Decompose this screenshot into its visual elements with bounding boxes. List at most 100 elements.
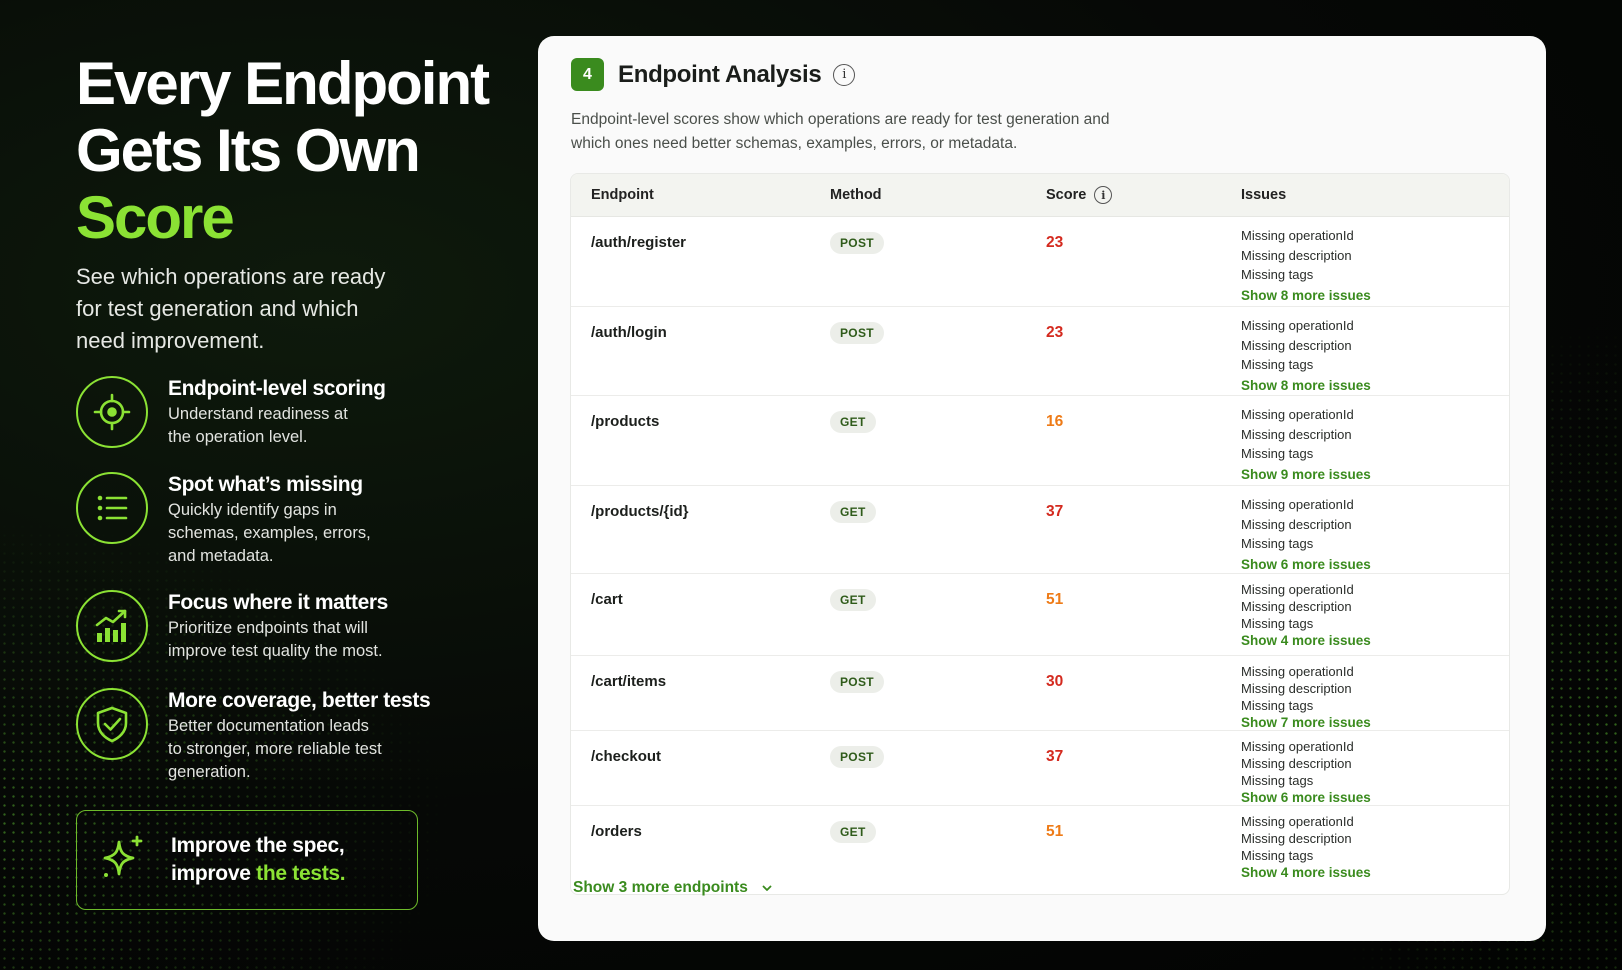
issue-item: Missing description xyxy=(1241,337,1352,353)
issue-item: Missing operationId xyxy=(1241,582,1354,597)
show-more-issues-link[interactable]: Show 4 more issues xyxy=(1241,633,1371,648)
feature-desc: Understand readiness at the operation le… xyxy=(168,405,348,446)
shield-check-icon xyxy=(76,688,148,760)
issues-list: Missing operationId Missing description Mi… xyxy=(1241,405,1371,485)
card-header: 4 Endpoint Analysis i xyxy=(571,58,856,91)
table-row[interactable]: /products/{id} GET 37 Missing operationId Mi… xyxy=(571,486,1509,574)
feature-desc: Better documentation leads to stronger, … xyxy=(168,717,382,781)
feature-title: Spot what’s missing xyxy=(168,473,363,496)
step-badge: 4 xyxy=(571,58,604,91)
endpoint-score: 37 xyxy=(1046,748,1064,765)
info-icon[interactable]: i xyxy=(833,63,856,86)
endpoint-score: 23 xyxy=(1046,234,1064,251)
issue-item: Missing tags xyxy=(1241,848,1314,863)
issues-list: Missing operationId Missing description Mi… xyxy=(1241,813,1371,881)
endpoint-path: /products/{id} xyxy=(591,503,689,520)
feature-title: Focus where it matters xyxy=(168,591,388,614)
issue-item: Missing operationId xyxy=(1241,664,1354,679)
table-row[interactable]: /auth/login POST 23 Missing operationId Miss… xyxy=(571,307,1509,396)
issue-item: Missing operationId xyxy=(1241,228,1354,243)
show-more-issues-link[interactable]: Show 9 more issues xyxy=(1241,466,1371,482)
method-badge: GET xyxy=(830,589,876,611)
endpoint-path: /checkout xyxy=(591,748,662,765)
method-badge: POST xyxy=(830,746,884,768)
issue-item: Missing description xyxy=(1241,426,1352,442)
show-more-issues-link[interactable]: Show 8 more issues xyxy=(1241,377,1371,393)
endpoints-table: Endpoint Method Score i Issues /auth/regi… xyxy=(570,173,1510,895)
issues-list: Missing operationId Missing description Mi… xyxy=(1241,581,1371,649)
column-header-issues[interactable]: Issues xyxy=(1241,187,1287,203)
issue-item: Missing description xyxy=(1241,681,1352,696)
endpoint-score: 16 xyxy=(1046,413,1064,430)
method-badge: POST xyxy=(830,322,884,344)
issues-list: Missing operationId Missing description Mi… xyxy=(1241,495,1371,575)
issue-item: Missing description xyxy=(1241,599,1352,614)
issue-item: Missing description xyxy=(1241,831,1352,846)
issue-item: Missing tags xyxy=(1241,357,1314,372)
endpoint-score: 51 xyxy=(1046,823,1064,840)
show-more-issues-link[interactable]: Show 4 more issues xyxy=(1241,865,1371,880)
feature-desc: Prioritize endpoints that will improve t… xyxy=(168,619,383,660)
show-more-issues-link[interactable]: Show 6 more issues xyxy=(1241,790,1371,805)
issues-list: Missing operationId Missing description Mi… xyxy=(1241,226,1371,306)
endpoint-path: /cart/items xyxy=(591,673,667,690)
issue-item: Missing operationId xyxy=(1241,407,1354,422)
issue-item: Missing description xyxy=(1241,756,1352,771)
issues-list: Missing operationId Missing description Mi… xyxy=(1241,316,1371,396)
show-more-endpoints-label: Show 3 more endpoints xyxy=(573,879,748,896)
hero-title-line2: Gets Its Own xyxy=(76,117,421,184)
table-row[interactable]: /cart/items POST 30 Missing operationId Miss… xyxy=(571,656,1509,731)
table-row[interactable]: /auth/register POST 23 Missing operationId M… xyxy=(571,217,1509,307)
cta-text: Improve the spec, improve the tests. xyxy=(171,832,346,888)
show-more-issues-link[interactable]: Show 8 more issues xyxy=(1241,287,1371,303)
endpoint-path: /products xyxy=(591,413,660,430)
list-icon xyxy=(76,472,148,544)
method-badge: POST xyxy=(830,671,884,693)
table-row[interactable]: /products GET 16 Missing operationId Missing… xyxy=(571,396,1509,486)
endpoint-path: /auth/login xyxy=(591,324,667,341)
sparkle-icon xyxy=(97,832,149,889)
issue-item: Missing tags xyxy=(1241,773,1314,788)
cta-box: Improve the spec, improve the tests. xyxy=(76,810,418,910)
hero-panel: Every Endpoint Gets Its Own Score See wh… xyxy=(76,50,496,910)
issue-item: Missing tags xyxy=(1241,446,1314,461)
method-badge: GET xyxy=(830,501,876,523)
issue-item: Missing operationId xyxy=(1241,739,1354,754)
issue-item: Missing operationId xyxy=(1241,814,1354,829)
feature-coverage: More coverage, better tests Better docum… xyxy=(76,688,431,784)
endpoint-score: 51 xyxy=(1046,591,1064,608)
table-row[interactable]: /cart GET 51 Missing operationId Missing des… xyxy=(571,574,1509,656)
method-badge: GET xyxy=(830,411,876,433)
cta-line2-prefix: improve xyxy=(171,862,257,885)
column-header-method[interactable]: Method xyxy=(830,187,882,203)
chevron-down-icon xyxy=(762,885,772,891)
feature-title: Endpoint-level scoring xyxy=(168,377,386,400)
endpoint-score: 30 xyxy=(1046,673,1064,690)
show-more-endpoints-button[interactable]: Show 3 more endpoints xyxy=(573,879,772,897)
info-icon[interactable]: i xyxy=(1094,186,1113,204)
issue-item: Missing tags xyxy=(1241,616,1314,631)
issues-list: Missing operationId Missing description Mi… xyxy=(1241,663,1371,731)
table-row[interactable]: /checkout POST 37 Missing operationId Missin… xyxy=(571,731,1509,806)
issues-list: Missing operationId Missing description Mi… xyxy=(1241,738,1371,806)
column-header-score[interactable]: Score i xyxy=(1046,186,1113,204)
table-header: Endpoint Method Score i Issues xyxy=(571,174,1509,217)
show-more-issues-link[interactable]: Show 7 more issues xyxy=(1241,715,1371,730)
issue-item: Missing tags xyxy=(1241,536,1314,551)
issue-item: Missing operationId xyxy=(1241,497,1354,512)
endpoint-path: /orders xyxy=(591,823,642,840)
issue-item: Missing tags xyxy=(1241,698,1314,713)
issue-item: Missing description xyxy=(1241,516,1352,532)
endpoint-path: /cart xyxy=(591,591,623,608)
method-badge: GET xyxy=(830,821,876,843)
feature-desc: Quickly identify gaps in schemas, exampl… xyxy=(168,501,371,565)
cta-line1: Improve the spec, xyxy=(171,834,345,857)
feature-spot-missing: Spot what’s missing Quickly identify gap… xyxy=(76,472,383,568)
endpoint-path: /auth/register xyxy=(591,234,687,251)
card-description: Endpoint-level scores show which operati… xyxy=(571,111,1110,152)
table-row[interactable]: /orders GET 51 Missing operationId Missing d… xyxy=(571,806,1509,880)
crosshair-icon xyxy=(76,376,148,448)
column-header-endpoint[interactable]: Endpoint xyxy=(591,187,654,203)
endpoint-score: 23 xyxy=(1046,324,1064,341)
show-more-issues-link[interactable]: Show 6 more issues xyxy=(1241,556,1371,572)
